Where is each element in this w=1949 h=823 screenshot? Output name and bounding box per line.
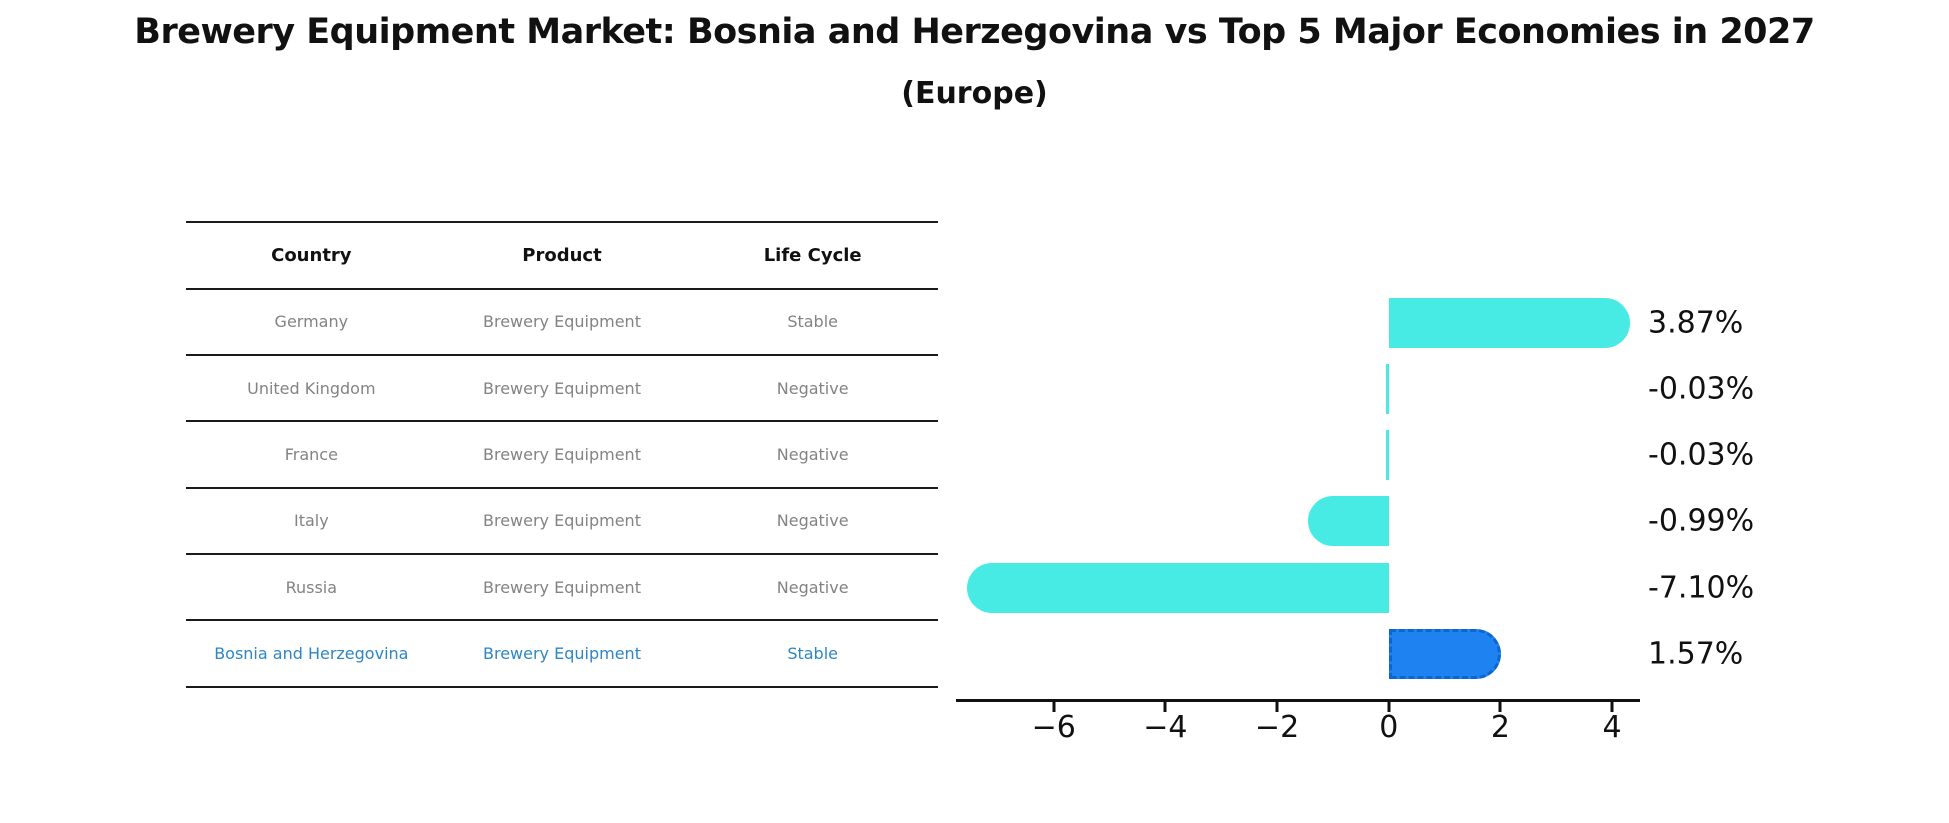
cell-country: Russia [285, 577, 338, 597]
bar-united-kingdom [1385, 363, 1389, 414]
chart-subtitle: (Europe) [901, 76, 1048, 111]
table-row-italy: Italy Brewery Equipment Negative [186, 489, 938, 556]
column-header-product: Product [522, 244, 602, 266]
value-label-united-kingdom: -0.03% [1648, 371, 1755, 407]
cell-life-cycle: Negative [776, 444, 849, 464]
cell-product: Brewery Equipment [483, 577, 641, 597]
cell-life-cycle: Negative [776, 511, 849, 531]
value-label-bosnia-and-herzegovina: 1.57% [1648, 636, 1744, 672]
x-axis-tick-label: −6 [1031, 710, 1076, 745]
x-axis-tick-label: 0 [1379, 710, 1399, 745]
cell-life-cycle: Negative [776, 378, 849, 398]
cell-country: Bosnia and Herzegovina [214, 644, 409, 664]
cell-country: France [284, 444, 338, 464]
x-axis-line [956, 699, 1640, 702]
column-header-life-cycle: Life Cycle [763, 244, 862, 266]
value-label-france: -0.03% [1648, 437, 1755, 473]
cell-product: Brewery Equipment [483, 378, 641, 398]
value-label-italy: -0.99% [1648, 503, 1755, 539]
bar-bosnia-and-herzegovina [1388, 629, 1502, 679]
x-axis-tick [1163, 702, 1167, 712]
comparison-table: Country Product Life Cycle Germany Brewery E… [186, 221, 938, 688]
table-row-france: France Brewery Equipment Negative [186, 422, 938, 489]
chart-title: Brewery Equipment Market: Bosnia and Her… [134, 12, 1815, 52]
cell-country: United Kingdom [247, 378, 376, 398]
x-axis-tick [1275, 702, 1279, 712]
bar-france [1385, 430, 1389, 481]
table-row-bosnia-and-herzegovina: Bosnia and Herzegovina Brewery Equipment S… [186, 621, 938, 688]
value-label-germany: 3.87% [1648, 305, 1744, 340]
x-axis-tick-label: −2 [1254, 710, 1300, 745]
cell-life-cycle: Stable [787, 312, 838, 332]
cell-product: Brewery Equipment [483, 444, 641, 464]
table-row-russia: Russia Brewery Equipment Negative [186, 555, 938, 622]
cell-product: Brewery Equipment [483, 644, 641, 664]
cell-life-cycle: Negative [776, 577, 849, 597]
cell-product: Brewery Equipment [483, 511, 641, 531]
bar-russia [967, 562, 1389, 613]
x-axis-tick [1498, 702, 1502, 712]
bar-germany [1388, 297, 1630, 348]
value-label-russia: -7.10% [1648, 570, 1755, 606]
bar-italy [1308, 496, 1389, 547]
cell-product: Brewery Equipment [483, 312, 641, 332]
x-axis-tick [1387, 702, 1391, 712]
x-axis-tick [1610, 702, 1614, 712]
table-row-united-kingdom: United Kingdom Brewery Equipment Negative [186, 356, 938, 423]
cell-country: Germany [274, 312, 349, 332]
cell-life-cycle: Stable [787, 644, 838, 664]
x-axis-tick [1052, 702, 1056, 712]
column-header-country: Country [271, 244, 352, 266]
table-row-germany: Germany Brewery Equipment Stable [186, 290, 938, 356]
cell-country: Italy [293, 511, 329, 531]
table-header-row: Country Product Life Cycle [186, 223, 938, 290]
x-axis-tick-label: 2 [1490, 710, 1510, 745]
x-axis-tick-label: −4 [1143, 710, 1188, 745]
x-axis-tick-label: 4 [1602, 710, 1622, 745]
